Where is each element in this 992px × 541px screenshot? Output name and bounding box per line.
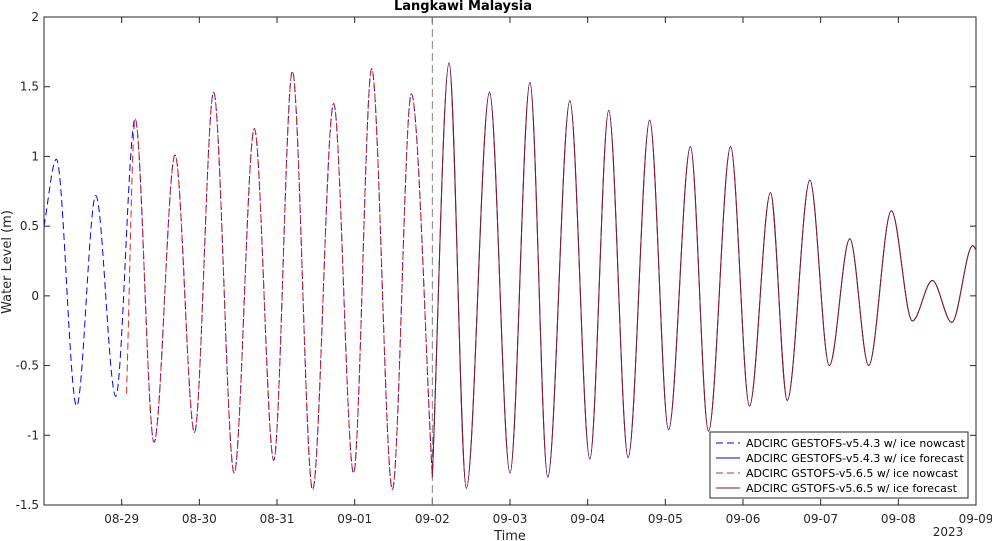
x-tick-label: 09-07 [803, 512, 838, 526]
year-label: 2023 [933, 525, 964, 539]
series-layer [43, 62, 977, 491]
plot-area [43, 16, 977, 506]
y-tick-label: 1.5 [20, 80, 39, 94]
x-tick-label: 09-09 [959, 512, 992, 526]
legend-label-4: ADCIRC GSTOFS-v5.6.5 w/ ice forecast [746, 482, 958, 495]
legend-label-3: ADCIRC GSTOFS-v5.6.5 w/ ice nowcast [746, 467, 959, 480]
y-axis-title: Water Level (m) [0, 210, 15, 314]
y-tick-label: 2 [31, 10, 39, 24]
x-tick-label: 08-31 [260, 512, 295, 526]
series-line-1 [43, 68, 433, 491]
x-tick-label: 08-29 [104, 512, 139, 526]
x-axis: 08-29 08-30 08-31 09-01 09-02 09-03 09-04 09-05… [104, 17, 992, 526]
y-axis: -1.5 -1 -0.5 0 0.5 1 1.5 2 [16, 10, 976, 512]
chart-title: Langkawi Malaysia [394, 0, 532, 14]
x-tick-label: 09-06 [726, 512, 761, 526]
x-tick-label: 09-03 [493, 512, 528, 526]
legend-box [709, 431, 969, 499]
legend: ADCIRC GESTOFS-v5.4.3 w/ ice nowcast ADCI… [709, 431, 969, 499]
x-tick-label: 08-30 [182, 512, 217, 526]
y-tick-label: -1 [27, 428, 39, 442]
series-line-4 [431, 62, 977, 489]
x-tick-label: 09-02 [415, 512, 450, 526]
legend-label-1: ADCIRC GESTOFS-v5.4.3 w/ ice nowcast [746, 437, 966, 450]
x-tick-label: 09-08 [881, 512, 916, 526]
x-tick-label: 09-05 [648, 512, 683, 526]
x-axis-title: Time [493, 529, 526, 541]
y-tick-label: -1.5 [16, 498, 39, 512]
x-tick-label: 09-04 [570, 512, 605, 526]
y-tick-label: -0.5 [16, 359, 39, 373]
y-tick-label: 0 [31, 289, 39, 303]
x-tick-label: 09-01 [337, 512, 372, 526]
series-line-3 [126, 68, 433, 491]
legend-label-2: ADCIRC GESTOFS-v5.4.3 w/ ice forecast [746, 452, 965, 465]
y-tick-label: 1 [31, 149, 39, 163]
y-tick-label: 0.5 [20, 219, 39, 233]
